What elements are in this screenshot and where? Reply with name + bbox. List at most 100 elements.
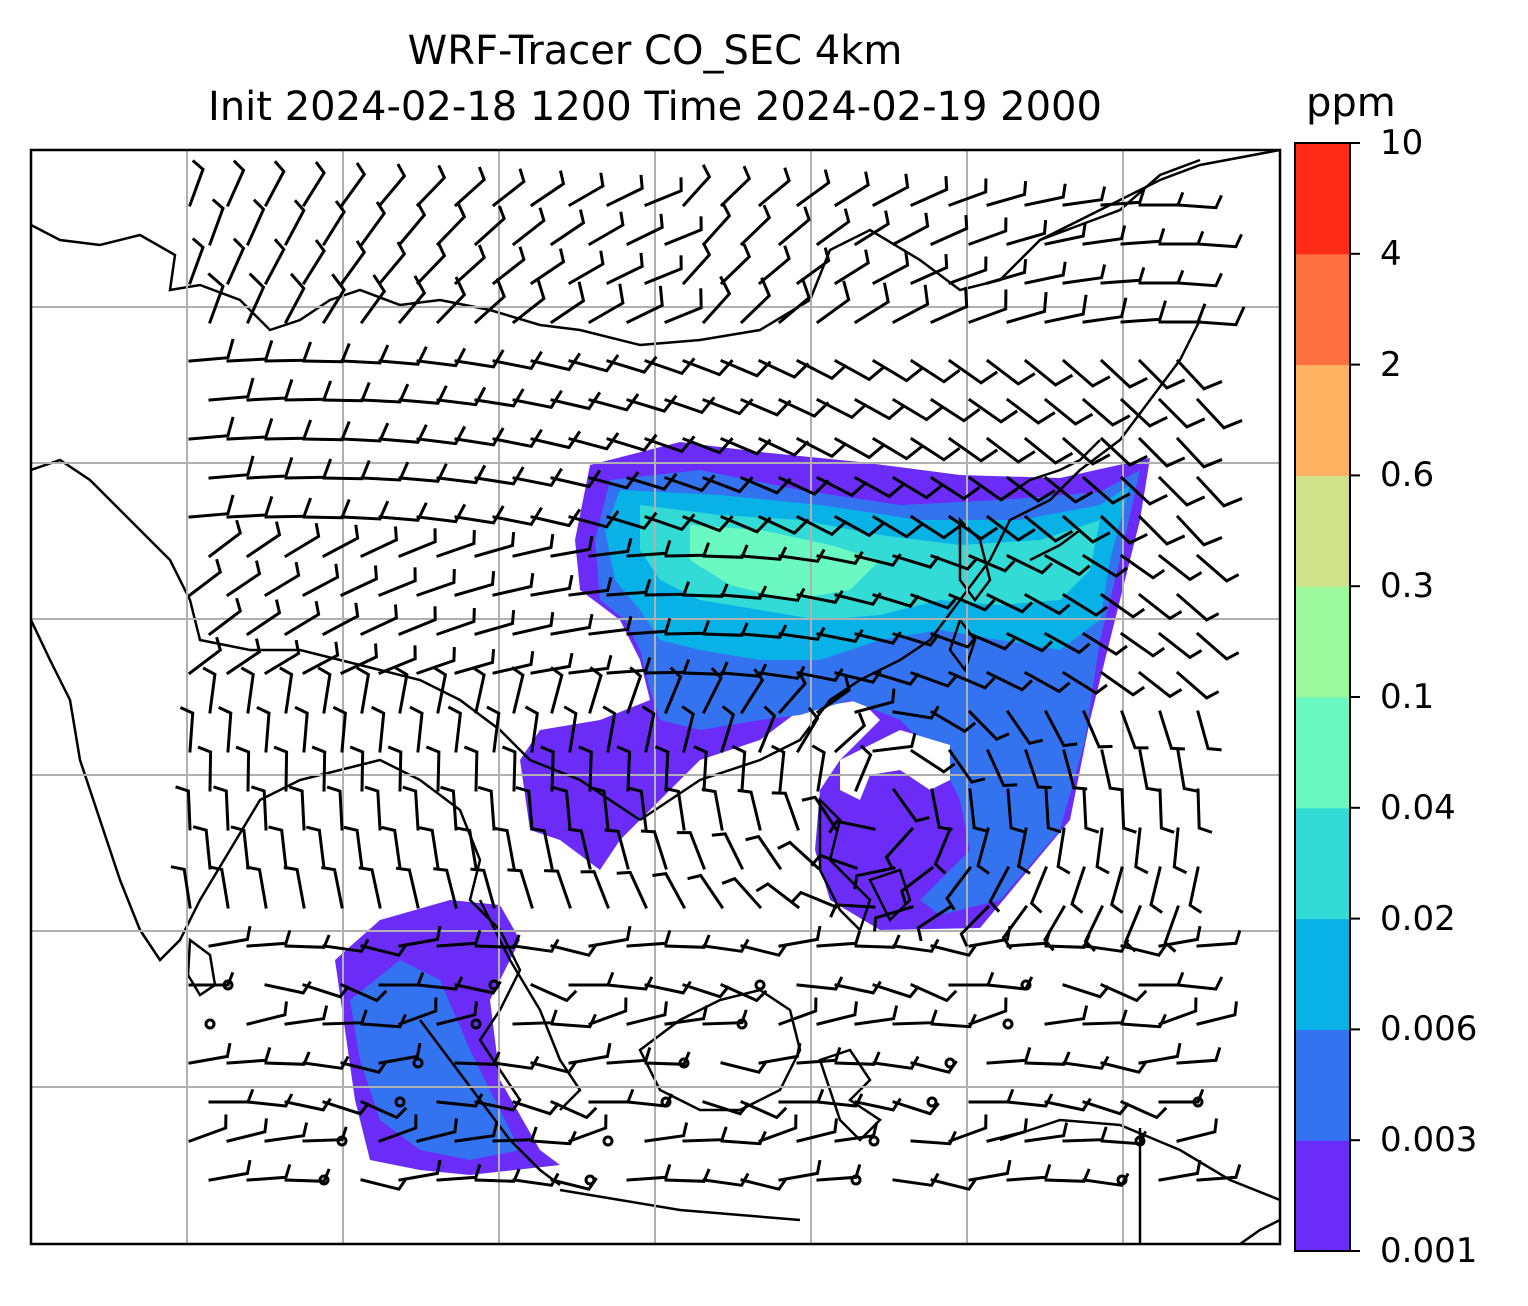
wind-barb (588, 666, 603, 714)
calm-wind-marker (1020, 979, 1032, 991)
wind-barb (701, 203, 732, 247)
wind-barb (1062, 1055, 1110, 1070)
wind-barb (1100, 1060, 1148, 1074)
wind-barb (226, 1118, 268, 1143)
wind-barb (910, 1130, 957, 1146)
wind-barb (1043, 904, 1067, 952)
wind-barb (415, 164, 447, 208)
wind-barb (872, 732, 917, 753)
wind-barb (524, 705, 539, 753)
wind-barb (283, 272, 306, 325)
wind-barb (1138, 269, 1185, 285)
wind-barb (815, 475, 868, 498)
wind-barb (654, 745, 670, 792)
colorbar-tick-label: 0.04 (1380, 787, 1456, 828)
wind-barb (1006, 1164, 1052, 1182)
wind-barb (454, 505, 505, 525)
coast-asia-central (31, 458, 641, 822)
wind-barb (739, 668, 765, 715)
colorbar-tick-label: 0.02 (1380, 898, 1456, 939)
wind-barb (731, 745, 747, 792)
wind-barb (1138, 191, 1185, 207)
wind-barb (602, 705, 617, 753)
wind-barb (454, 427, 505, 447)
wind-barb (778, 1088, 825, 1104)
wind-barb (833, 171, 870, 208)
wind-barb (777, 840, 821, 871)
wind-barb (810, 853, 858, 870)
wind-barb (985, 514, 1036, 542)
wind-barb (910, 176, 949, 207)
wind-barb (933, 827, 952, 875)
wind-barb (398, 925, 442, 948)
wind-barb (550, 391, 602, 411)
wind-barb (453, 244, 486, 286)
wind-barb (1195, 475, 1243, 508)
wind-barb (796, 1118, 838, 1143)
wind-barb (1016, 827, 1031, 875)
wind-barb (1175, 358, 1223, 391)
wind-barb (985, 670, 1034, 692)
wind-barb (1043, 553, 1091, 577)
wind-barb (378, 502, 428, 522)
wind-barb (397, 275, 427, 325)
calm-wind-marker (470, 1018, 482, 1030)
wind-barb (225, 560, 262, 598)
wind-barb (967, 475, 1019, 502)
wind-barb (720, 437, 772, 456)
wind-barb (321, 865, 344, 909)
wind-barb (440, 785, 458, 831)
wind-barb (1175, 436, 1223, 469)
wind-barb (435, 203, 467, 247)
wind-barb (909, 514, 961, 540)
wind-barb (777, 278, 811, 325)
wind-barb (626, 930, 672, 948)
wind-barb (1024, 261, 1067, 285)
wind-barb (425, 745, 441, 792)
wind-barb (188, 237, 205, 285)
wind-barb (398, 463, 448, 483)
wind-barb (263, 160, 286, 208)
calm-wind-marker (584, 1174, 596, 1186)
wind-barb (1061, 592, 1108, 617)
wind-barb (474, 466, 525, 486)
wind-barb (1137, 436, 1186, 468)
wind-barb (568, 1042, 612, 1065)
wind-barb (758, 515, 810, 535)
wind-barb (740, 624, 788, 639)
wind-barb (682, 983, 730, 999)
wind-barb (433, 666, 448, 714)
wind-barb (463, 745, 479, 792)
wind-barb (871, 514, 923, 539)
wind-barb (625, 213, 664, 247)
wind-barb (436, 930, 482, 948)
colorbar (1294, 142, 1360, 1252)
wind-barb (416, 425, 467, 446)
wind-barb (512, 467, 563, 487)
wind-barb (416, 569, 456, 597)
wind-barb (470, 867, 496, 909)
wind-barb (1099, 670, 1146, 697)
wind-barb (891, 475, 943, 500)
wind-barb (945, 865, 973, 911)
wind-barb (588, 393, 640, 412)
wind-barb (1061, 670, 1108, 695)
wind-barb (1029, 866, 1048, 914)
wind-barb (433, 867, 458, 909)
wind-barb (664, 216, 703, 246)
wind-barb (332, 705, 347, 753)
wind-barb (512, 1009, 558, 1026)
wind-barb (456, 826, 478, 870)
wind-barb (1061, 514, 1111, 544)
wind-barb (360, 604, 398, 636)
wind-barb (892, 632, 940, 647)
wind-barb (891, 397, 943, 422)
wind-barb (273, 745, 289, 792)
wind-barb (218, 706, 233, 753)
calm-wind-marker (204, 1018, 216, 1030)
wind-barb (1119, 631, 1166, 658)
wind-barb (378, 346, 428, 366)
wind-barb (720, 585, 768, 600)
wind-barb (568, 1114, 608, 1143)
wind-barb (436, 1164, 482, 1182)
